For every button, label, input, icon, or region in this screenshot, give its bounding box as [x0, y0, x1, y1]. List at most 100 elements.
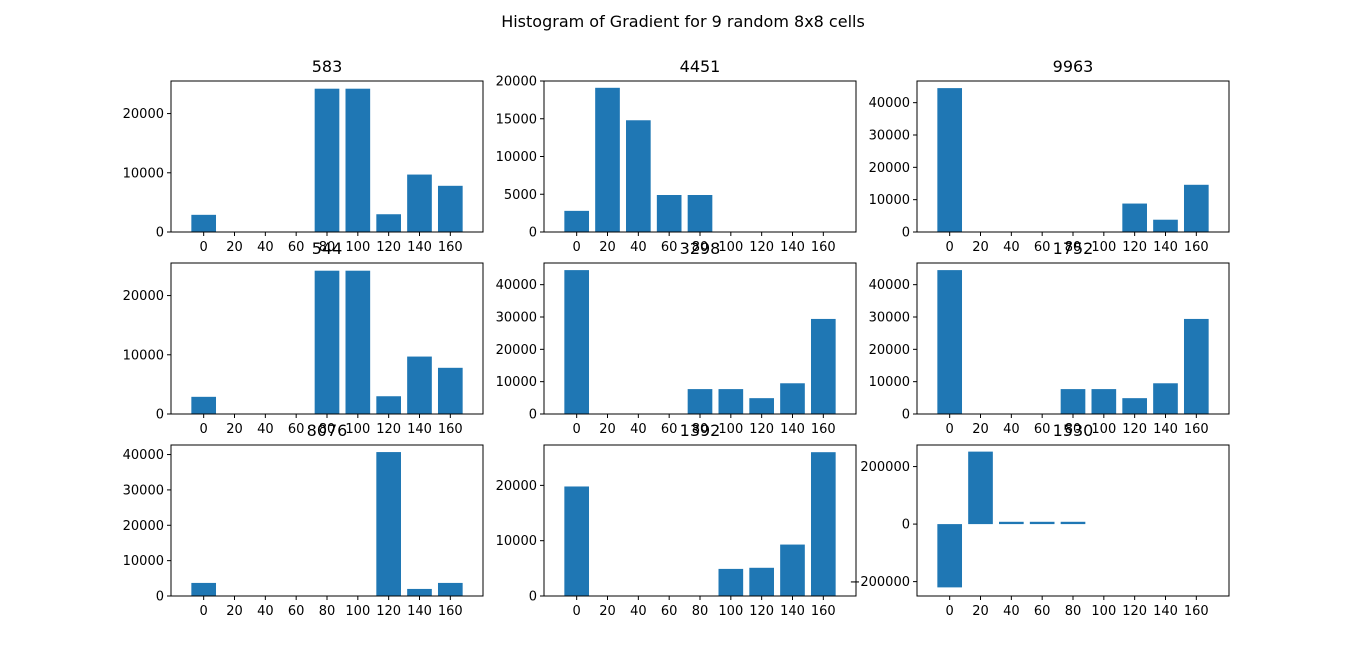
x-tick-label: 40 — [630, 422, 647, 437]
y-tick-label: 20000 — [496, 479, 537, 494]
bar-140 — [1153, 383, 1178, 414]
y-tick-label: 0 — [529, 226, 537, 241]
x-tick-label: 160 — [1184, 604, 1209, 619]
y-tick-label: 0 — [156, 408, 164, 423]
bar-0 — [564, 270, 590, 414]
x-tick-label: 120 — [1122, 240, 1147, 255]
bar-160 — [810, 318, 836, 414]
bar-100 — [718, 568, 744, 596]
y-tick-label: 10000 — [869, 193, 910, 208]
x-tick-label: 120 — [749, 604, 774, 619]
x-tick-label: 60 — [1034, 422, 1051, 437]
y-tick-label: 30000 — [869, 310, 910, 325]
bar-160 — [437, 367, 463, 414]
x-tick-label: 160 — [811, 422, 836, 437]
x-tick-label: 140 — [780, 422, 805, 437]
x-tick-label: 0 — [200, 604, 208, 619]
x-tick-label: 60 — [1034, 604, 1051, 619]
axes-frame — [543, 444, 857, 597]
bar-140 — [407, 174, 432, 232]
x-tick-label: 140 — [1153, 604, 1178, 619]
x-tick-label: 20 — [972, 604, 989, 619]
x-tick-label: 120 — [749, 240, 774, 255]
x-tick-label: 40 — [257, 604, 274, 619]
subplot-title: 583 — [312, 57, 343, 76]
x-tick-label: 100 — [1091, 240, 1116, 255]
x-tick-label: 60 — [661, 604, 678, 619]
x-tick-label: 20 — [972, 240, 989, 255]
x-tick-label: 0 — [946, 240, 954, 255]
x-tick-label: 160 — [811, 604, 836, 619]
x-tick-label: 80 — [1065, 422, 1082, 437]
y-tick-label: 20000 — [869, 343, 910, 358]
x-tick-label: 140 — [407, 240, 432, 255]
y-tick-label: −200000 — [849, 575, 910, 590]
bar-100 — [345, 88, 371, 232]
x-tick-label: 60 — [288, 240, 305, 255]
x-tick-label: 120 — [376, 422, 401, 437]
x-tick-label: 140 — [407, 604, 432, 619]
x-tick-label: 0 — [946, 422, 954, 437]
y-tick-label: 20000 — [496, 343, 537, 358]
x-tick-label: 20 — [599, 604, 616, 619]
x-tick-label: 160 — [438, 604, 463, 619]
x-tick-label: 40 — [257, 240, 274, 255]
x-tick-label: 80 — [692, 604, 709, 619]
bar-120 — [376, 396, 401, 414]
subplot-1: 0 20 40 60 80 100 120 140 160 0 10000 20000 583 — [123, 57, 484, 255]
bar-80 — [314, 88, 340, 232]
x-tick-label: 0 — [200, 240, 208, 255]
bar-140 — [780, 544, 805, 596]
y-tick-label: 20000 — [123, 107, 164, 122]
x-tick-label: 80 — [1065, 240, 1082, 255]
axes-frame — [170, 444, 484, 597]
bar-140 — [1153, 219, 1178, 232]
x-tick-label: 100 — [718, 422, 743, 437]
bar-80 — [314, 270, 340, 414]
x-tick-label: 100 — [718, 240, 743, 255]
bar-60 — [1029, 521, 1055, 525]
bar-40 — [999, 521, 1024, 525]
x-tick-label: 40 — [1003, 240, 1020, 255]
y-tick-label: 0 — [529, 590, 537, 605]
x-tick-label: 0 — [573, 240, 581, 255]
x-tick-label: 100 — [345, 604, 370, 619]
bar-0 — [937, 88, 963, 232]
x-tick-label: 120 — [376, 604, 401, 619]
y-tick-label: 40000 — [496, 278, 537, 293]
bar-80 — [1060, 521, 1086, 525]
x-tick-label: 100 — [718, 604, 743, 619]
x-tick-label: 0 — [200, 422, 208, 437]
bar-80 — [687, 195, 713, 232]
bar-120 — [749, 398, 774, 414]
x-tick-label: 20 — [226, 240, 243, 255]
x-tick-label: 160 — [438, 240, 463, 255]
bar-160 — [810, 452, 836, 596]
x-tick-label: 120 — [376, 240, 401, 255]
y-tick-label: 40000 — [869, 278, 910, 293]
bar-0 — [191, 582, 217, 596]
bar-160 — [437, 582, 463, 596]
x-tick-label: 60 — [661, 422, 678, 437]
bar-80 — [1060, 389, 1086, 414]
y-tick-label: 30000 — [869, 128, 910, 143]
bar-120 — [1122, 203, 1147, 232]
y-tick-label: 20000 — [123, 519, 164, 534]
bar-20 — [595, 87, 620, 232]
x-tick-label: 100 — [345, 240, 370, 255]
y-tick-label: 5000 — [504, 188, 537, 203]
bar-140 — [780, 383, 805, 414]
subplot-4: 0 20 40 60 80 100 120 140 160 0 10000 20000 544 — [123, 239, 484, 437]
subplot-9: 0 20 40 60 80 100 120 140 160 −200000 0 200000 1530 — [849, 421, 1230, 619]
bar-60 — [656, 195, 682, 232]
x-tick-label: 140 — [1153, 240, 1178, 255]
subplot-title: 3298 — [680, 239, 721, 258]
x-tick-label: 140 — [780, 240, 805, 255]
subplot-5: 0 20 40 60 80 100 120 140 1600100002000030000400… — [496, 239, 857, 437]
y-tick-label: 40000 — [123, 448, 164, 463]
x-tick-label: 40 — [1003, 422, 1020, 437]
x-tick-label: 120 — [1122, 422, 1147, 437]
x-tick-label: 120 — [1122, 604, 1147, 619]
bar-0 — [191, 214, 217, 232]
